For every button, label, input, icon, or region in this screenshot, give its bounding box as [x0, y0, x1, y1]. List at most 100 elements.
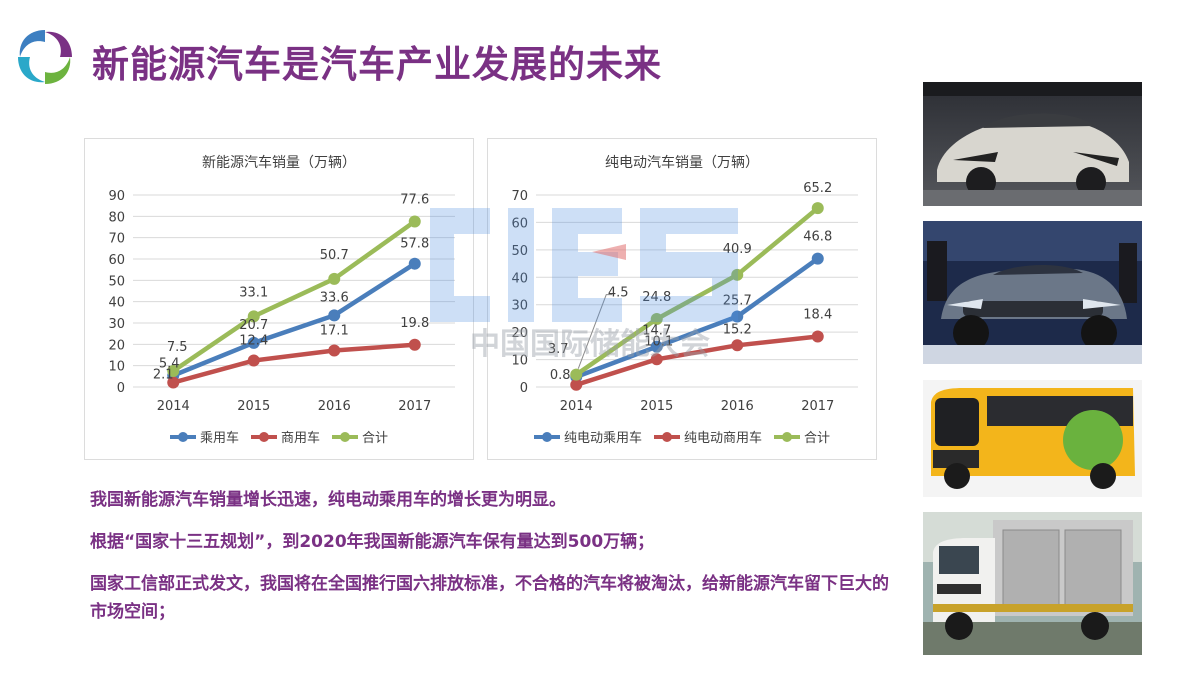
data-point [247, 336, 260, 349]
data-label: 50.7 [320, 248, 349, 263]
data-label: 15.2 [723, 322, 752, 337]
x-tick-label: 2016 [318, 399, 351, 414]
y-tick-label: 0 [520, 381, 528, 396]
series-line-2 [574, 206, 820, 377]
x-tick-label: 2014 [157, 399, 190, 414]
y-tick-label: 40 [108, 296, 125, 311]
y-tick-label: 0 [117, 381, 125, 396]
x-tick-label: 2015 [237, 399, 270, 414]
data-label: 33.1 [239, 285, 268, 300]
data-point [811, 252, 824, 265]
label-leader-line [577, 294, 613, 369]
data-label: 5.4 [159, 356, 180, 371]
paragraph-emission-standard: 国家工信部正式发文，我国将在全国推行国六排放标准，不合格的汽车将被淘汰，给新能源… [90, 574, 889, 622]
paragraph-plan: 根据“国家十三五规划”，到2020年我国新能源汽车保有量达到500万辆； [90, 532, 655, 552]
data-point [650, 312, 663, 325]
legend-marker [542, 432, 552, 442]
y-tick-label: 60 [511, 216, 528, 231]
y-tick-label: 80 [108, 210, 125, 225]
data-label: 17.1 [320, 324, 349, 339]
data-label: 77.6 [400, 192, 429, 207]
data-point [167, 365, 180, 377]
data-label: 46.8 [803, 230, 832, 245]
data-label: 24.8 [642, 290, 671, 305]
chart-card-bev-sales: 纯电动汽车销量（万辆） 0 10 20 30 40 50 60 70 2014 2015 2016 20… [487, 138, 877, 460]
data-label: 20.7 [239, 318, 268, 333]
photo-electric-bus [923, 380, 1142, 497]
data-label: 12.4 [239, 334, 268, 349]
data-label: 57.8 [400, 237, 429, 252]
data-point [328, 344, 341, 357]
legend-marker [178, 432, 188, 442]
data-label: 0.8 [550, 368, 571, 383]
legend-label: 商用车 [281, 430, 320, 446]
data-label: 2.1 [153, 368, 174, 383]
y-tick-label: 20 [108, 338, 125, 353]
y-tick-label: 40 [511, 271, 528, 286]
data-point [570, 368, 583, 381]
data-point [650, 353, 663, 366]
legend-label: 纯电动乘用车 [564, 430, 642, 446]
y-tick-label: 10 [108, 360, 125, 375]
x-tick-label: 2017 [801, 399, 834, 414]
chart-title: 纯电动汽车销量（万辆） [605, 154, 759, 171]
photo-electric-truck [923, 512, 1142, 655]
data-label: 25.7 [723, 294, 752, 309]
data-label: 19.8 [400, 316, 429, 331]
y-tick-label: 30 [511, 299, 528, 314]
series-line-1 [172, 342, 415, 385]
x-tick-label: 2014 [560, 399, 593, 414]
data-label: 65.2 [803, 181, 832, 196]
data-point [408, 215, 421, 228]
data-point [328, 272, 341, 285]
chart-card-total-sales: 新能源汽车销量（万辆） 0 10 20 30 40 50 60 70 80 90 2014 2015 20… [84, 138, 474, 460]
data-label: 18.4 [803, 308, 832, 323]
chart-title: 新能源汽车销量（万辆） [202, 154, 356, 171]
data-point [731, 339, 744, 352]
data-point [408, 257, 421, 270]
y-tick-label: 50 [108, 274, 125, 289]
x-tick-label: 2017 [398, 399, 431, 414]
y-tick-label: 60 [108, 253, 125, 268]
data-point [408, 338, 421, 351]
data-label: 40.9 [723, 242, 752, 257]
data-point [570, 378, 583, 391]
chart-bev-sales: 纯电动汽车销量（万辆） 0 10 20 30 40 50 60 70 2014 2015 2016 20… [511, 154, 858, 446]
data-point [811, 330, 824, 343]
y-tick-label: 50 [511, 244, 528, 259]
x-tick-label: 2015 [640, 399, 673, 414]
legend-label: 纯电动商用车 [684, 430, 762, 446]
data-point [731, 268, 744, 281]
x-tick-label: 2016 [721, 399, 754, 414]
photo-electric-suv [923, 221, 1142, 364]
data-label: 33.6 [320, 290, 349, 305]
legend-marker [782, 432, 792, 442]
data-point [167, 376, 180, 389]
data-point [650, 340, 663, 353]
data-label: 14.7 [642, 324, 671, 339]
series-line-0 [172, 261, 416, 378]
y-tick-label: 90 [108, 189, 125, 204]
photo-concept-sports-car [923, 82, 1142, 206]
series-line-1 [575, 334, 818, 387]
y-tick-label: 10 [511, 354, 528, 369]
series-line-0 [575, 256, 820, 379]
data-point [811, 202, 824, 215]
data-label: 7.5 [167, 340, 188, 355]
data-point [328, 309, 341, 322]
legend-marker [662, 432, 672, 442]
data-point [247, 354, 260, 367]
logo-icon [18, 30, 72, 84]
chart-total-sales: 新能源汽车销量（万辆） 0 10 20 30 40 50 60 70 80 90 2014 2015 20… [108, 154, 455, 446]
data-label: 4.5 [608, 286, 629, 301]
data-label: 3.7 [548, 342, 569, 357]
y-tick-label: 20 [511, 326, 528, 341]
data-point [731, 310, 744, 323]
legend-label: 合计 [362, 431, 388, 446]
paragraph-growth: 我国新能源汽车销量增长迅速，纯电动乘用车的增长更为明显。 [90, 490, 566, 510]
data-label: 10.1 [644, 334, 673, 349]
page-title: 新能源汽车是汽车产业发展的未来 [92, 43, 662, 86]
legend-marker [340, 432, 350, 442]
legend-marker [259, 432, 269, 442]
series-line-2 [171, 219, 417, 373]
